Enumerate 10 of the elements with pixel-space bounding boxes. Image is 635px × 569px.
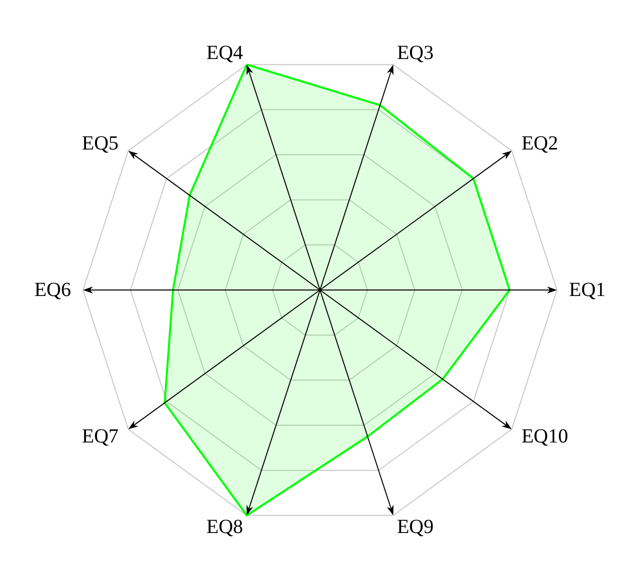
spoke-label: EQ4 [206,42,244,64]
spoke-label: EQ10 [521,425,568,448]
spoke-label: EQ3 [396,42,434,64]
spoke-label: EQ9 [396,516,434,538]
spoke-label: EQ7 [82,425,119,448]
spoke-label: EQ5 [82,132,119,155]
spoke-label: EQ6 [34,279,71,301]
spoke-label: EQ8 [206,516,244,538]
spoke-label: EQ1 [569,279,606,301]
spoke-label: EQ2 [521,132,558,155]
